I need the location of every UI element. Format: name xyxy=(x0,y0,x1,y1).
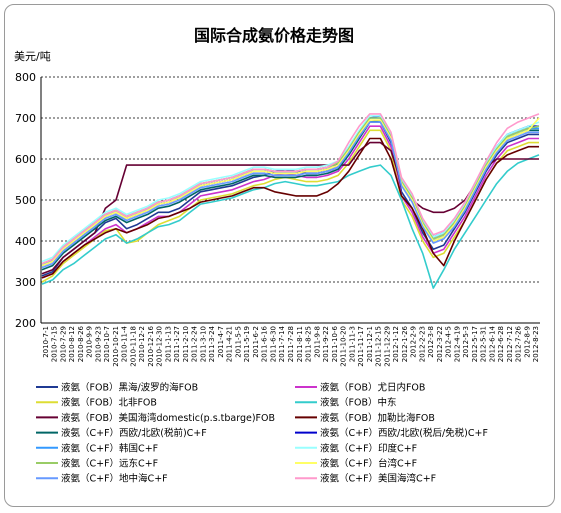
x-tick-label: 2011-2-10 xyxy=(182,326,190,362)
chart-title: 国际合成氨价格走势图 xyxy=(194,26,354,45)
y-tick-label: 800 xyxy=(15,71,36,84)
x-tick-label: 2012-4-19 xyxy=(453,326,461,362)
x-tick-label: 2011-7-28 xyxy=(287,326,295,362)
legend-label: 液氨（C+F）西欧/北欧(税前)C+F xyxy=(61,427,207,439)
x-tick-label: 2010-11-4 xyxy=(121,325,129,362)
x-tick-label: 2011-12-29 xyxy=(383,326,391,367)
legend-label: 液氨（C+F）美国海湾C+F xyxy=(320,473,436,485)
series-lines xyxy=(41,113,540,289)
x-tick-label: 2010-8-12 xyxy=(68,326,76,362)
x-tick-label: 2012-7-26 xyxy=(515,325,523,362)
x-tick-label: 2012-5-17 xyxy=(471,326,479,362)
legend-label: 液氨（FOB）尤日内FOB xyxy=(320,382,425,394)
x-tick-label: 2011-4-21 xyxy=(226,326,234,362)
y-tick-label: 700 xyxy=(15,112,36,125)
x-tick-label: 2012-4-5 xyxy=(445,326,453,358)
y-tick-label: 200 xyxy=(15,317,36,330)
x-tick-label: 2010-9-9 xyxy=(86,326,94,358)
y-axis-ticks: 200 300 400 500 600 700 800 xyxy=(15,71,36,330)
y-tick-label: 300 xyxy=(15,276,36,289)
x-tick-label: 2011-5-5 xyxy=(234,326,242,358)
series-line-13 xyxy=(41,121,539,269)
x-tick-label: 2011-4-7 xyxy=(217,326,225,358)
series-line-9 xyxy=(41,117,539,267)
x-tick-label: 2011-9-8 xyxy=(313,326,321,358)
x-tick-label: 2012-2-9 xyxy=(410,326,418,358)
x-tick-label: 2012-3-22 xyxy=(436,326,444,362)
x-tick-label: 2011-7-14 xyxy=(278,325,286,362)
x-tick-label: 2011-6-16 xyxy=(261,325,269,362)
x-tick-label: 2011-11-3 xyxy=(348,326,356,362)
x-tick-label: 2010-7-1 xyxy=(42,326,50,358)
grid-lines xyxy=(40,76,540,324)
series-line-8 xyxy=(41,115,539,267)
x-tick-label: 2011-8-11 xyxy=(296,326,304,362)
x-tick-label: 2012-7-12 xyxy=(506,326,514,362)
x-tick-label: 2011-1-13 xyxy=(164,326,172,362)
x-tick-label: 2011-8-25 xyxy=(305,326,313,362)
x-tick-label: 2010-12-2 xyxy=(138,326,146,362)
legend-label: 液氨（C+F）台湾C+F xyxy=(320,458,417,470)
legend-label: 液氨（FOB）中东 xyxy=(320,397,396,409)
x-tick-label: 2011-10-6 xyxy=(331,325,339,362)
x-tick-label: 2011-12-1 xyxy=(366,326,374,362)
series-line-14 xyxy=(41,113,540,265)
x-tick-label: 2011-12-15 xyxy=(375,326,383,367)
legend: 液氨（FOB）黑海/波罗的海FOB 液氨（FOB）尤日内FOB 液氨（FOB）北非F… xyxy=(36,382,488,485)
x-tick-label: 2011-1-27 xyxy=(173,326,181,362)
x-tick-label: 2010-10-21 xyxy=(112,326,120,367)
legend-label: 液氨（FOB）美国海湾domestic(p.s.tbarge)FOB xyxy=(61,412,275,424)
x-tick-label: 2010-12-16 xyxy=(147,325,155,366)
chart-frame xyxy=(4,4,555,507)
x-tick-label: 2010-9-23 xyxy=(94,326,102,362)
legend-label: 液氨（C+F）韩国C+F xyxy=(61,442,158,454)
x-tick-label: 2010-7-15 xyxy=(51,326,59,362)
x-tick-label: 2011-6-30 xyxy=(269,326,277,362)
x-tick-label: 2012-8-9 xyxy=(523,326,531,358)
y-axis-unit-label: 美元/吨 xyxy=(14,50,51,63)
legend-label: 液氨（C+F）印度C+F xyxy=(320,442,417,454)
x-tick-label: 2011-10-20 xyxy=(340,326,348,367)
y-tick-label: 400 xyxy=(15,235,36,248)
series-line-5 xyxy=(41,141,539,275)
legend-label: 液氨（FOB）北非FOB xyxy=(61,397,157,409)
x-tick-label: 2010-10-7 xyxy=(103,326,111,362)
x-tick-label: 2012-8-23 xyxy=(532,326,540,362)
legend-label: 液氨（FOB）加勒比海FOB xyxy=(320,412,435,424)
series-line-10 xyxy=(41,115,540,263)
legend-label: 液氨（C+F）西欧/北欧(税后/免税)C+F xyxy=(320,427,488,439)
series-line-12 xyxy=(41,117,540,267)
legend-label: 液氨（C+F）远东C+F xyxy=(61,458,158,470)
x-tick-label: 2012-5-31 xyxy=(480,326,488,362)
series-line-3 xyxy=(41,129,539,283)
x-tick-label: 2011-2-24 xyxy=(191,325,199,362)
x-tick-label: 2012-3-8 xyxy=(427,326,435,358)
series-line-4 xyxy=(41,154,540,289)
x-tick-label: 2011-3-10 xyxy=(199,326,207,362)
legend-label: 液氨（FOB）黑海/波罗的海FOB xyxy=(61,382,198,394)
y-tick-label: 500 xyxy=(15,194,36,207)
x-tick-label: 2012-5-3 xyxy=(462,326,470,358)
x-tick-label: 2010-8-26 xyxy=(77,325,85,362)
x-axis-ticks: 2010-7-1 2010-7-15 2010-7-29 2010-8-12 2010-… xyxy=(42,325,540,366)
x-tick-label: 2012-6-28 xyxy=(497,326,505,362)
x-tick-label: 2010-11-18 xyxy=(129,326,137,367)
x-tick-label: 2012-6-14 xyxy=(488,325,496,362)
series-line-6 xyxy=(41,137,539,279)
x-tick-label: 2012-2-23 xyxy=(418,326,426,362)
x-tick-label: 2012-1-26 xyxy=(401,325,409,362)
x-tick-label: 2011-6-2 xyxy=(252,326,260,358)
x-tick-label: 2011-5-19 xyxy=(243,326,251,362)
x-tick-label: 2010-7-29 xyxy=(59,326,67,362)
series-line-1 xyxy=(41,121,539,277)
x-tick-label: 2011-11-17 xyxy=(357,326,365,367)
x-tick-label: 2012-1-12 xyxy=(392,326,400,362)
series-line-11 xyxy=(41,117,540,265)
legend-label: 液氨（C+F）地中海C+F xyxy=(61,473,168,485)
x-tick-label: 2011-9-22 xyxy=(322,326,330,362)
x-tick-label: 2011-3-24 xyxy=(208,325,216,362)
x-tick-label: 2010-12-30 xyxy=(156,326,164,367)
y-tick-label: 600 xyxy=(15,153,36,166)
